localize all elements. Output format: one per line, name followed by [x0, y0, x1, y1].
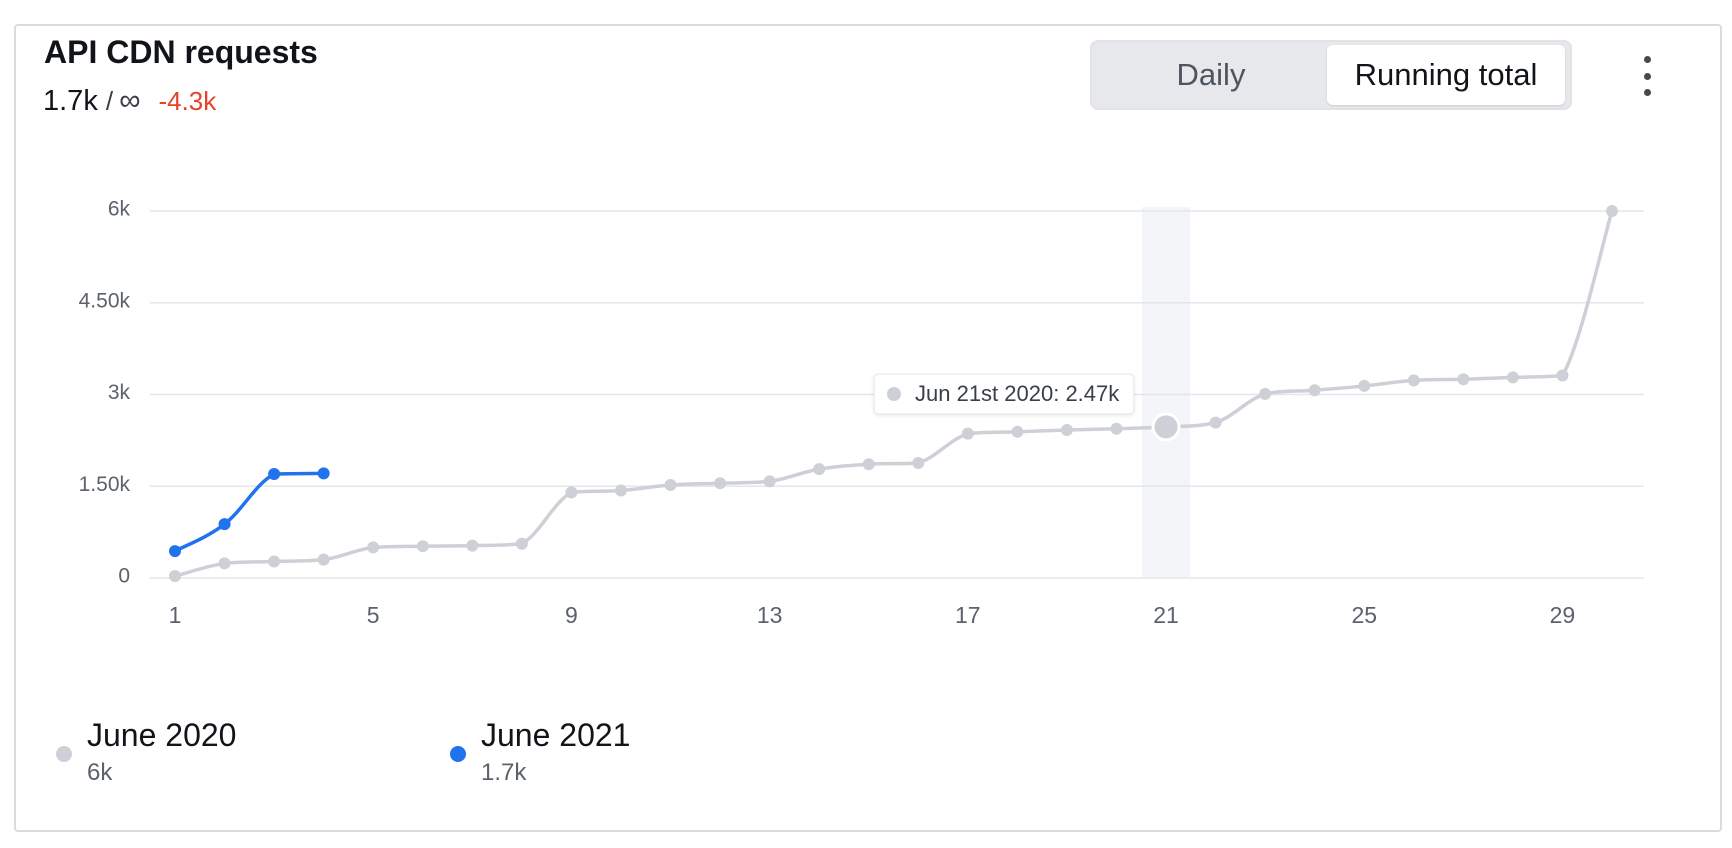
- summary-values: 1.7k / ∞ -4.3k: [43, 84, 216, 118]
- data-point: [1506, 371, 1519, 384]
- data-point: [367, 541, 380, 554]
- chart-title: API CDN requests: [44, 34, 318, 70]
- x-tick-label: 9: [565, 602, 578, 628]
- x-tick-label: 21: [1153, 602, 1179, 628]
- data-point: [169, 545, 181, 558]
- view-toggle: Daily Running total: [1090, 40, 1572, 110]
- x-tick-label: 5: [367, 602, 380, 628]
- legend-series-name: June 2021: [481, 717, 631, 753]
- data-point: [218, 557, 231, 570]
- delta-value: -4.3k: [158, 86, 217, 116]
- data-point: [317, 467, 330, 480]
- data-point: [614, 484, 627, 497]
- data-point: [1011, 425, 1024, 438]
- data-point: [912, 457, 925, 470]
- y-tick-label: 6k: [108, 198, 131, 221]
- hover-tooltip: Jun 21st 2020: 2.47k: [874, 374, 1135, 414]
- series-line-june-2021: [173, 471, 326, 553]
- y-tick-label: 1.50k: [79, 473, 131, 496]
- data-point: [1407, 374, 1420, 387]
- data-point: [268, 468, 281, 481]
- tooltip-series-dot: [887, 387, 901, 401]
- data-point: [1457, 373, 1470, 386]
- data-point: [1556, 369, 1569, 382]
- x-tick-label: 29: [1550, 602, 1576, 628]
- data-point: [961, 427, 974, 440]
- x-tick-label: 25: [1351, 602, 1377, 628]
- legend-series-value: 1.7k: [481, 759, 527, 786]
- data-point: [268, 555, 281, 568]
- data-point: [862, 458, 875, 471]
- data-point: [416, 540, 429, 553]
- data-point: [664, 479, 677, 492]
- hover-highlight-band: [1142, 207, 1191, 578]
- legend-series-value: 6k: [87, 759, 113, 786]
- x-tick-label: 13: [757, 602, 783, 628]
- data-point: [317, 553, 330, 566]
- data-point: [169, 570, 181, 583]
- data-point: [763, 475, 776, 488]
- legend-item-june-2020[interactable]: June 2020 6k: [56, 716, 236, 788]
- menu-dot: [1643, 72, 1651, 80]
- running-total-toggle-button[interactable]: Running total: [1327, 45, 1565, 105]
- x-tick-label: 17: [955, 602, 981, 628]
- data-point: [218, 518, 231, 531]
- legend-dot: [450, 746, 466, 762]
- tooltip-text: Jun 21st 2020: 2.47k: [915, 381, 1120, 406]
- data-point: [1110, 422, 1123, 435]
- value-separator: /: [105, 86, 114, 116]
- y-tick-label: 0: [118, 565, 130, 588]
- data-point: [515, 537, 528, 550]
- limit-value: ∞: [119, 84, 141, 117]
- menu-dot: [1643, 89, 1651, 96]
- x-tick-label: 1: [169, 602, 182, 628]
- data-point: [714, 477, 727, 490]
- data-point: [1259, 387, 1272, 400]
- legend-item-june-2021[interactable]: June 2021 1.7k: [450, 716, 630, 788]
- legend-series-name: June 2020: [87, 717, 237, 753]
- data-point: [565, 486, 578, 499]
- data-point: [1358, 379, 1371, 392]
- current-value: 1.7k: [43, 85, 98, 117]
- data-point: [813, 463, 826, 476]
- daily-toggle-button[interactable]: Daily: [1176, 57, 1246, 92]
- legend-dot: [56, 746, 72, 762]
- data-point: [1209, 416, 1222, 429]
- y-tick-label: 3k: [108, 381, 131, 404]
- chart-card: [14, 24, 1722, 832]
- data-point: [1308, 384, 1321, 397]
- data-point: [1060, 423, 1073, 436]
- data-point: [1606, 205, 1618, 217]
- data-point: [466, 539, 479, 552]
- menu-dot: [1643, 56, 1651, 63]
- y-tick-label: 4.50k: [79, 289, 131, 312]
- hovered-data-point: [1151, 412, 1181, 442]
- more-vertical-icon[interactable]: [1632, 56, 1662, 96]
